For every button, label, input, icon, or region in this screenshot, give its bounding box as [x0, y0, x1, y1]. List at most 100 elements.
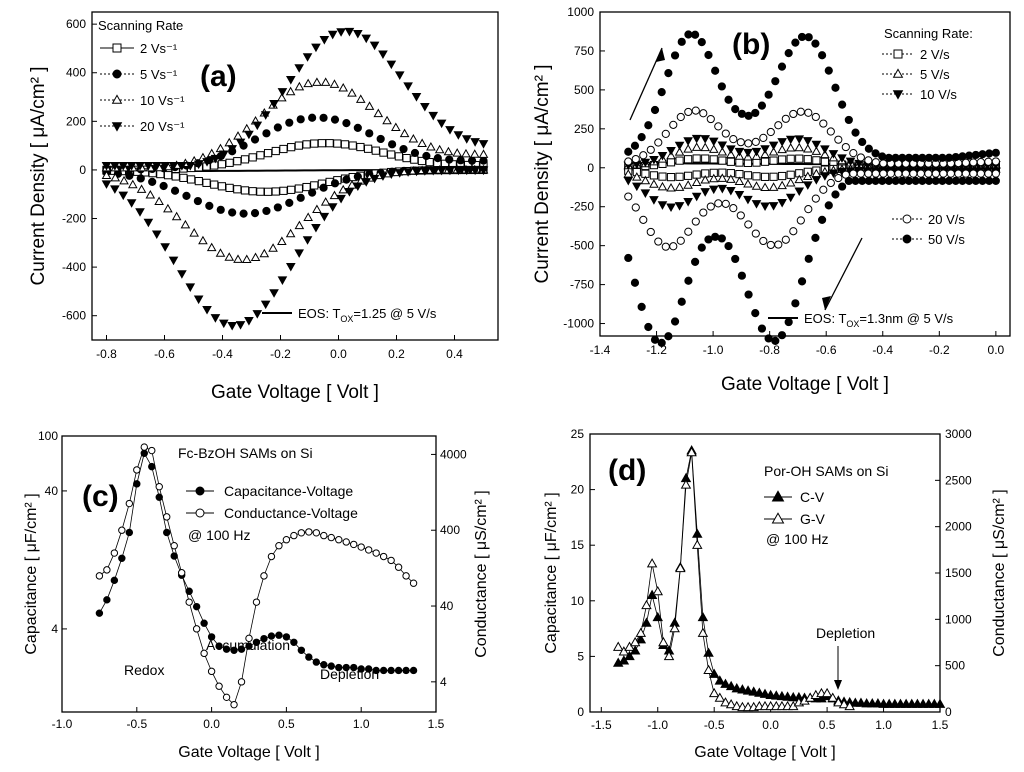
panel-d-legend-note: @ 100 Hz — [766, 531, 828, 547]
panel-a-point — [294, 249, 305, 258]
panel-d-point — [624, 650, 635, 661]
panel-b-point — [991, 148, 1000, 157]
panel-b-point — [834, 135, 843, 144]
panel-a-point — [227, 321, 237, 331]
panel-d-xtick-label: 1.0 — [875, 718, 892, 732]
panel-b-point — [729, 135, 738, 144]
panel-a-point — [417, 138, 427, 147]
panel-a-legend-label: 5 Vs⁻¹ — [140, 67, 178, 82]
panel-d-xtick-label: -0.5 — [704, 718, 725, 732]
panel-a-point — [478, 166, 489, 176]
panel-c-point — [215, 682, 223, 690]
panel-a-point — [235, 321, 246, 330]
panel-b-point — [985, 176, 994, 185]
panel-a-point — [285, 118, 294, 127]
panel-a-point — [376, 134, 385, 144]
panel-a-point — [329, 79, 340, 88]
panel-b-point — [649, 179, 659, 188]
panel-b-point — [826, 178, 835, 188]
panel-b-point — [794, 187, 805, 196]
panel-b-point — [664, 332, 673, 341]
panel-c-point — [282, 633, 291, 641]
panel-c-anno-depletion: Depletion — [320, 666, 379, 682]
panel-b-point — [794, 174, 805, 184]
panel-a-point — [443, 146, 454, 156]
panel-b-arrow-down — [824, 237, 863, 311]
panel-a-point — [363, 144, 373, 153]
panel-b-point — [650, 105, 660, 115]
panel-a-point — [303, 212, 313, 221]
panel-b-point — [904, 176, 914, 185]
panel-d-point — [833, 697, 844, 707]
panel-b-point — [684, 227, 693, 236]
panel-b-point — [802, 137, 813, 146]
panel-a-ytick-label: 0 — [79, 163, 86, 177]
panel-c-point — [327, 533, 335, 542]
panel-a-point — [244, 317, 254, 326]
panel-b-point — [669, 242, 678, 251]
panel-b-point — [911, 153, 920, 162]
panel-c-ylabel-right: Conductance [ μS/cm² ] — [473, 490, 490, 658]
panel-a-point — [110, 162, 120, 171]
panel-d-point — [629, 636, 641, 647]
panel-b-point — [744, 139, 753, 148]
panel-b-point — [704, 50, 713, 60]
panel-b-point — [844, 176, 853, 186]
panel-b-point — [670, 51, 680, 60]
panel-a-ytick-label: 600 — [66, 17, 86, 31]
panel-b-point — [991, 157, 1000, 166]
panel-b-ytick-label: -500 — [570, 239, 594, 253]
panel-d-ytick-left-label: 20 — [571, 483, 585, 497]
panel-a-point — [461, 135, 472, 144]
panel-d-ytick-right-label: 2000 — [945, 520, 972, 534]
panel-a-point — [285, 228, 296, 238]
panel-b-point — [864, 144, 873, 153]
panel-a-eos-legend-label: EOS: TOX=1.25 @ 5 V/s — [298, 306, 437, 324]
panel-d-anno-depletion: Depletion — [816, 625, 875, 641]
panel-d-point — [742, 685, 754, 695]
panel-b: -1.4 -1.2 -1.0 -0.8 -0.6 -0.4 -0.2 0.0-1000-750… — [532, 5, 1011, 395]
panel-b-point — [734, 190, 745, 200]
panel-a-xlabel: Gate Voltage [ Volt ] — [211, 382, 379, 403]
panel-a-point — [461, 148, 471, 158]
panel-b-point — [856, 169, 865, 178]
panel-a-point — [101, 162, 112, 171]
panel-b-point — [891, 176, 900, 185]
panel-a: -0.8 -0.6 -0.4 -0.2 0.0 0.2 0.4 -600 -400 -200 0 20… — [28, 11, 499, 403]
panel-a-point — [248, 187, 257, 196]
panel-b-point — [778, 171, 787, 181]
panel-a-point — [391, 122, 401, 132]
panel-b-point — [811, 146, 822, 155]
panel-b-point — [784, 49, 793, 58]
panel-c-point — [163, 513, 171, 521]
panel-a-point — [333, 139, 342, 148]
panel-a-point — [364, 101, 375, 110]
panel-a-point — [233, 254, 243, 263]
panel-d-point — [652, 585, 663, 596]
panel-b-point — [743, 179, 753, 188]
panel-b-point — [654, 138, 663, 147]
panel-b-point — [820, 149, 830, 159]
panel-b-point — [717, 141, 728, 151]
panel-b-point — [984, 169, 993, 178]
panel-a-point — [411, 167, 422, 177]
panel-c-point — [252, 638, 261, 646]
panel-c-point — [103, 566, 111, 574]
panel-b-point — [851, 176, 860, 185]
panel-b-point — [649, 196, 659, 205]
panel-b-point — [684, 276, 693, 285]
panel-c-point — [394, 563, 403, 571]
panel-a-point — [445, 155, 454, 164]
panel-a-point — [294, 81, 305, 91]
panel-b-point — [760, 157, 770, 166]
panel-a-point — [433, 154, 442, 163]
panel-b-point — [785, 135, 796, 145]
panel-a-point — [330, 179, 340, 188]
panel-a-point — [327, 30, 338, 40]
panel-b-point — [674, 141, 685, 151]
panel-d-point — [618, 646, 630, 656]
panel-b-point — [931, 176, 940, 185]
panel-b-point — [683, 180, 693, 189]
panel-b-point — [879, 169, 888, 178]
panel-c-point — [215, 642, 223, 650]
